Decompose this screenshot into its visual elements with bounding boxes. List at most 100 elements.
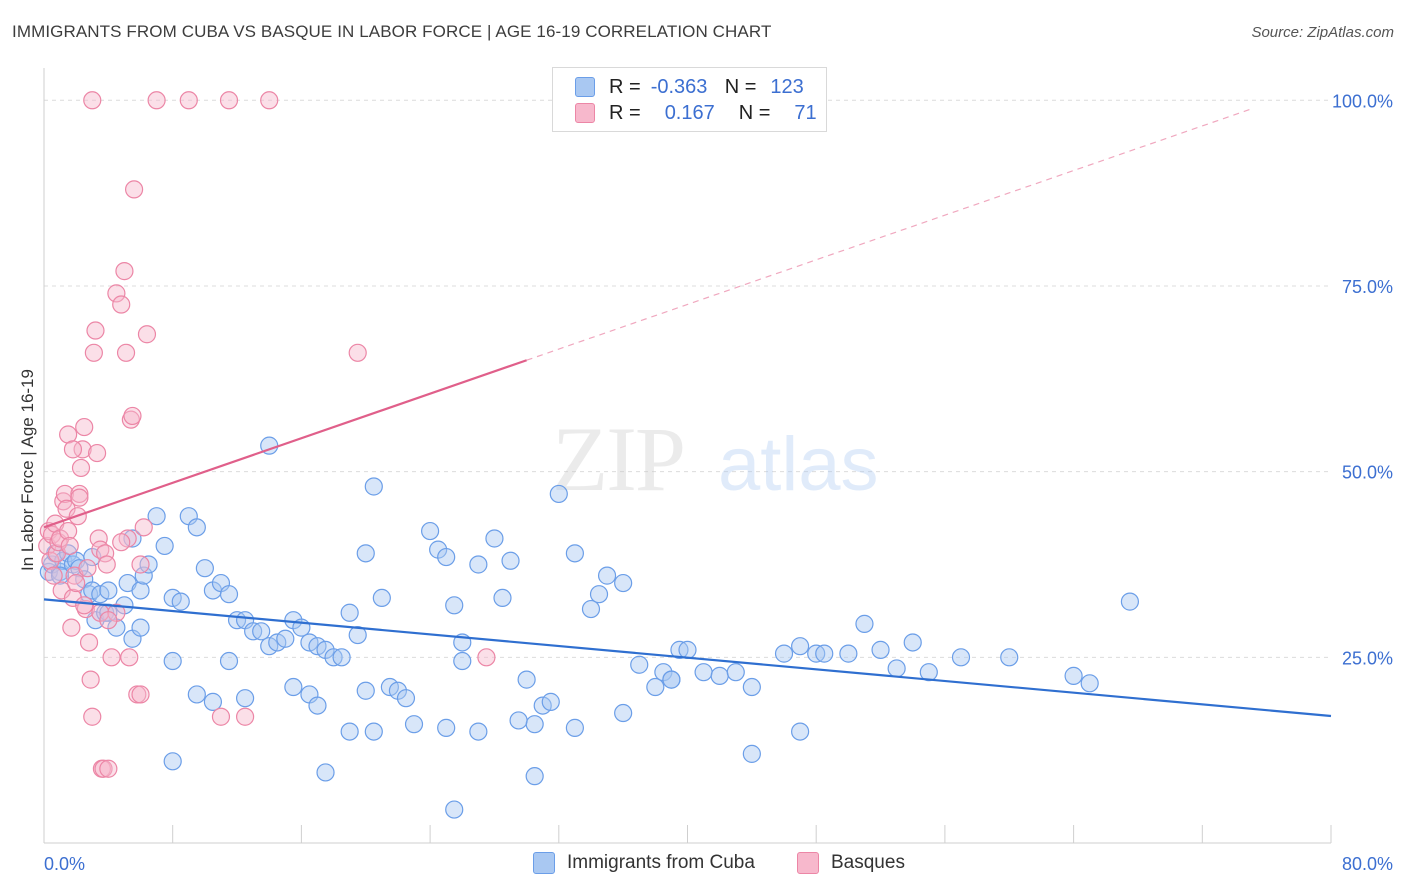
point-basque [86, 321, 105, 340]
point-cuba [469, 555, 488, 574]
point-basque [71, 458, 91, 478]
point-basque [67, 573, 86, 593]
y-tick-label: 100.0% [1332, 91, 1393, 111]
point-cuba [694, 663, 713, 682]
legend-n-label: N = [724, 75, 757, 98]
point-cuba [340, 722, 359, 741]
point-cuba [396, 689, 416, 708]
point-basque [75, 596, 94, 615]
point-basque [59, 521, 78, 541]
point-basque [179, 91, 198, 110]
point-cuba [662, 670, 681, 689]
point-basque [78, 559, 97, 578]
point-cuba [284, 677, 303, 697]
point-basque [134, 518, 153, 537]
legend-swatch-cuba [575, 77, 595, 97]
axes [43, 68, 1332, 844]
point-cuba [919, 663, 938, 682]
point-cuba [565, 718, 584, 737]
point-cuba [1064, 666, 1083, 685]
point-basque [57, 499, 76, 518]
x-tick-label: 80.0% [1342, 854, 1393, 874]
trend-lines [43, 108, 1332, 718]
point-cuba [421, 521, 440, 541]
point-cuba [348, 625, 367, 645]
point-basque [87, 443, 107, 463]
point-cuba [1000, 648, 1019, 667]
point-basque [124, 180, 144, 199]
point-cuba [742, 677, 761, 697]
point-cuba [155, 536, 174, 556]
point-basque [75, 417, 94, 437]
point-cuba [356, 681, 375, 700]
point-cuba [525, 715, 544, 734]
legend-r-value: 0.167 [664, 101, 715, 124]
point-cuba [509, 711, 528, 730]
point-cuba [195, 559, 214, 578]
point-cuba [187, 518, 206, 537]
point-basque [83, 707, 102, 726]
point-basque [63, 440, 83, 459]
point-cuba [614, 703, 633, 723]
point-cuba [187, 685, 206, 704]
legend-r-value: -0.363 [650, 75, 708, 98]
point-cuba [871, 640, 890, 659]
point-cuba [549, 484, 568, 504]
point-basque [83, 91, 102, 110]
point-basque [131, 685, 150, 704]
point-cuba [235, 689, 255, 708]
point-cuba [99, 581, 118, 600]
point-cuba [614, 573, 633, 593]
x-tick-label: 0.0% [44, 854, 85, 874]
point-cuba [445, 800, 464, 819]
y-tick-label: 75.0% [1342, 277, 1393, 297]
point-basque [219, 91, 239, 110]
point-basque [112, 533, 131, 552]
point-cuba [131, 618, 150, 637]
watermark-atlas: atlas [718, 422, 879, 507]
point-cuba [163, 651, 182, 671]
point-cuba [219, 585, 239, 604]
chart-title: IMMIGRANTS FROM CUBA VS BASQUE IN LABOR … [12, 22, 772, 41]
y-tick-label: 50.0% [1342, 463, 1393, 483]
legend-row-basque: R = 0.167 N = 71 [575, 99, 817, 127]
watermark-zip: ZIP [552, 408, 684, 510]
point-cuba [742, 744, 761, 763]
point-cuba [364, 477, 383, 496]
legend-row-cuba: R = -0.363 N = 123 [575, 73, 804, 101]
point-cuba [678, 640, 697, 659]
point-basque [137, 325, 157, 344]
point-cuba [316, 763, 335, 782]
point-cuba [517, 670, 536, 689]
point-cuba [815, 644, 834, 663]
point-basque [44, 566, 63, 585]
point-cuba [726, 663, 745, 682]
bottom-legend-swatch-cuba [533, 852, 555, 874]
point-cuba [163, 752, 182, 771]
point-cuba [308, 696, 327, 715]
point-basque [112, 295, 131, 314]
point-cuba [493, 588, 512, 608]
point-basque [81, 670, 100, 689]
legend-n-label: N = [738, 101, 771, 124]
chart-source: Source: ZipAtlas.com [1251, 24, 1394, 41]
point-basque [41, 551, 60, 570]
point-cuba [581, 599, 601, 619]
legend-r-label: R = [609, 101, 641, 124]
point-cuba [710, 666, 729, 685]
bottom-legend-basque: Basques [797, 852, 905, 874]
point-cuba [134, 566, 153, 585]
series-cuba-points [39, 436, 1140, 819]
point-basque [99, 611, 118, 630]
y-tick-label: 25.0% [1342, 648, 1393, 668]
point-basque [97, 555, 116, 574]
point-cuba [597, 566, 617, 585]
bottom-legend-cuba: Immigrants from Cuba [533, 852, 755, 874]
point-cuba [774, 644, 794, 663]
stats-legend: R = -0.363 N = 123 R = 0.167 N = 71 [552, 67, 827, 132]
legend-n-value: 123 [770, 75, 804, 98]
y-axis-label: In Labor Force | Age 16-19 [18, 369, 37, 571]
point-cuba [630, 655, 649, 674]
gridlines [44, 99, 1331, 658]
point-cuba [485, 529, 504, 548]
